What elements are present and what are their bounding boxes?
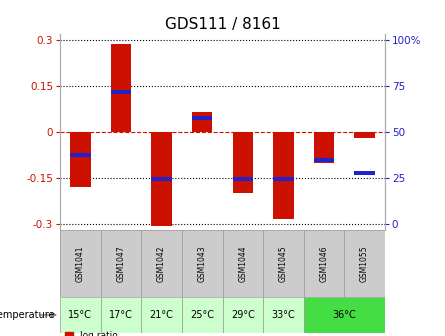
Bar — [151, 132, 172, 225]
Text: 29°C: 29°C — [231, 310, 255, 320]
Bar — [222, 230, 263, 297]
Text: GSM1046: GSM1046 — [320, 245, 328, 282]
Bar — [70, 153, 90, 157]
Text: 21°C: 21°C — [150, 310, 174, 320]
Bar — [60, 230, 101, 297]
Bar — [233, 177, 253, 181]
Title: GDS111 / 8161: GDS111 / 8161 — [165, 17, 280, 33]
Text: temperature: temperature — [0, 310, 56, 320]
Text: 15°C: 15°C — [69, 310, 92, 320]
Legend: log ratio, percentile rank within the sample: log ratio, percentile rank within the sa… — [65, 331, 233, 336]
Bar — [304, 297, 385, 333]
Text: GSM1042: GSM1042 — [157, 246, 166, 282]
Bar — [182, 297, 222, 333]
Bar — [314, 158, 334, 162]
Text: GSM1055: GSM1055 — [360, 245, 369, 282]
Bar — [344, 230, 385, 297]
Text: 25°C: 25°C — [190, 310, 214, 320]
Bar — [233, 132, 253, 193]
Bar — [192, 112, 212, 132]
Bar — [60, 297, 101, 333]
Text: 36°C: 36°C — [332, 310, 356, 320]
Bar — [273, 177, 294, 181]
Bar — [70, 132, 90, 187]
Text: 33°C: 33°C — [271, 310, 295, 320]
Text: 17°C: 17°C — [109, 310, 133, 320]
Bar — [304, 230, 344, 297]
Text: GSM1044: GSM1044 — [239, 245, 247, 282]
Bar — [182, 230, 222, 297]
Text: GSM1043: GSM1043 — [198, 245, 206, 282]
Text: GSM1041: GSM1041 — [76, 246, 85, 282]
Bar — [192, 116, 212, 120]
Bar — [142, 297, 182, 333]
Bar — [355, 171, 375, 175]
Text: GSM1045: GSM1045 — [279, 245, 288, 282]
Bar — [263, 230, 303, 297]
Bar — [222, 297, 263, 333]
Bar — [314, 132, 334, 163]
Bar — [151, 177, 172, 181]
Bar — [101, 230, 142, 297]
Text: GSM1047: GSM1047 — [117, 245, 125, 282]
Bar — [111, 90, 131, 94]
Bar — [273, 132, 294, 219]
Bar — [355, 132, 375, 138]
Bar — [111, 44, 131, 132]
Bar — [142, 230, 182, 297]
Bar — [263, 297, 303, 333]
Bar — [101, 297, 142, 333]
